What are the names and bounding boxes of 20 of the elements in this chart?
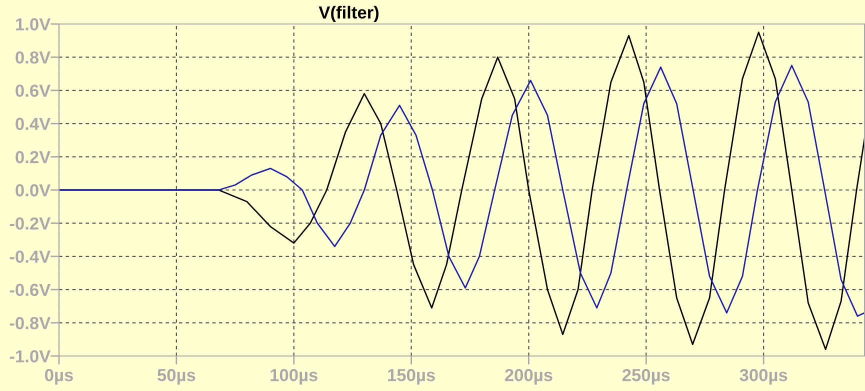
- x-tick-label: 0µs: [45, 368, 73, 385]
- x-tick-label: 150µs: [388, 368, 435, 385]
- x-tick-label: 100µs: [270, 368, 318, 385]
- chart-title: V(filter): [318, 6, 379, 22]
- y-tick-label: -0.8V: [10, 316, 51, 330]
- y-tick-label: -0.6V: [10, 284, 51, 296]
- y-tick-label: 1.0V: [16, 18, 51, 30]
- x-tick-label: 200µs: [505, 368, 552, 385]
- line-series: [59, 64, 865, 317]
- y-tick-label: 0.4V: [16, 118, 51, 130]
- y-tick-label: 0.0V: [16, 184, 51, 196]
- y-tick-label: -0.4V: [10, 250, 51, 263]
- x-tick-label: 250µs: [622, 368, 670, 385]
- y-tick-label: -1.0V: [10, 350, 51, 362]
- x-tick-label: 300µs: [740, 368, 788, 385]
- x-tick-label: 50µs: [157, 368, 196, 385]
- y-tick-label: -0.2V: [10, 217, 51, 230]
- y-tick-label: 0.2V: [16, 150, 51, 164]
- y-tick-label: 0.6V: [16, 84, 51, 97]
- y-tick-label: 0.8V: [16, 51, 51, 64]
